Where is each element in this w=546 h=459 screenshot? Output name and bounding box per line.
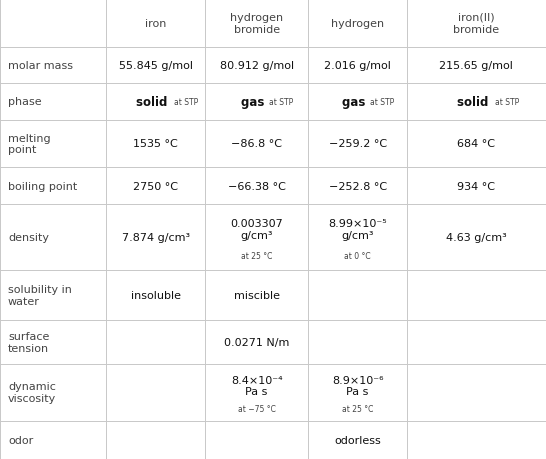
Text: at STP: at STP [174,98,198,106]
Text: at 0 °C: at 0 °C [345,251,371,260]
Text: −259.2 °C: −259.2 °C [329,139,387,149]
Text: boiling point: boiling point [8,181,77,191]
Text: 8.99×10⁻⁵
g/cm³: 8.99×10⁻⁵ g/cm³ [328,218,387,240]
Text: 1535 °C: 1535 °C [133,139,178,149]
Text: phase: phase [8,97,41,107]
Text: solid: solid [136,96,175,109]
Text: 7.874 g/cm³: 7.874 g/cm³ [122,232,189,242]
Text: 8.9×10⁻⁶
Pa s: 8.9×10⁻⁶ Pa s [332,375,383,397]
Text: 4.63 g/cm³: 4.63 g/cm³ [446,232,507,242]
Text: 55.845 g/mol: 55.845 g/mol [118,61,193,71]
Text: 80.912 g/mol: 80.912 g/mol [219,61,294,71]
Text: 2.016 g/mol: 2.016 g/mol [324,61,391,71]
Text: solid: solid [456,96,496,109]
Text: 684 °C: 684 °C [458,139,495,149]
Text: 934 °C: 934 °C [458,181,495,191]
Text: molar mass: molar mass [8,61,73,71]
Text: at STP: at STP [495,98,519,106]
Text: 2750 °C: 2750 °C [133,181,178,191]
Text: at STP: at STP [370,98,394,106]
Text: dynamic
viscosity: dynamic viscosity [8,381,56,403]
Text: insoluble: insoluble [130,290,181,300]
Text: at 25 °C: at 25 °C [342,404,373,413]
Text: odor: odor [8,435,33,445]
Text: at STP: at STP [269,98,293,106]
Text: odorless: odorless [334,435,381,445]
Text: at −75 °C: at −75 °C [238,404,276,413]
Text: density: density [8,232,49,242]
Text: gas: gas [342,96,373,109]
Text: iron: iron [145,19,167,29]
Text: iron(II)
bromide: iron(II) bromide [453,13,500,34]
Text: −66.38 °C: −66.38 °C [228,181,286,191]
Text: melting
point: melting point [8,134,51,155]
Text: solubility in
water: solubility in water [8,285,72,306]
Text: hydrogen
bromide: hydrogen bromide [230,13,283,34]
Text: 215.65 g/mol: 215.65 g/mol [440,61,513,71]
Text: hydrogen: hydrogen [331,19,384,29]
Text: −252.8 °C: −252.8 °C [329,181,387,191]
Text: 0.003307
g/cm³: 0.003307 g/cm³ [230,218,283,240]
Text: miscible: miscible [234,290,280,300]
Text: 0.0271 N/m: 0.0271 N/m [224,337,289,347]
Text: gas: gas [241,96,272,109]
Text: at 25 °C: at 25 °C [241,251,272,260]
Text: 8.4×10⁻⁴
Pa s: 8.4×10⁻⁴ Pa s [231,375,282,397]
Text: surface
tension: surface tension [8,331,49,353]
Text: −86.8 °C: −86.8 °C [231,139,282,149]
